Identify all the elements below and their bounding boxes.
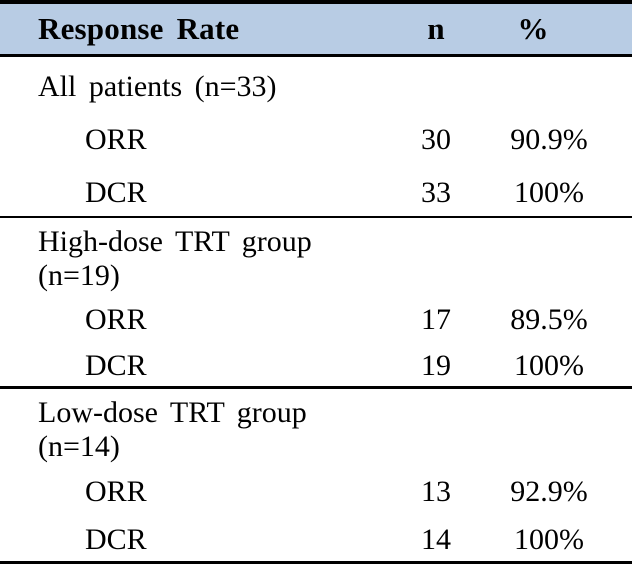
table-row: ORR 13 92.9% (0, 464, 632, 513)
row-label: DCR (85, 349, 147, 383)
section-all-patients: All patients (n=33) ORR 30 90.9% DCR 33 … (0, 57, 632, 218)
section-high-dose: High-dose TRT group (n=19) ORR 17 89.5% … (0, 218, 632, 389)
response-rate-table: Response Rate n % All patients (n=33) OR… (0, 0, 632, 564)
row-n-value: 33 (421, 176, 451, 209)
row-n-value: 19 (421, 349, 451, 383)
group-row: Low-dose TRT group (n=14) (0, 389, 632, 464)
row-pct-value: 100% (514, 523, 584, 557)
header-cell-n: n (427, 11, 445, 46)
table-row: DCR 14 100% (0, 513, 632, 562)
row-n-value: 30 (421, 123, 451, 156)
group-label: Low-dose TRT group (n=14) (38, 396, 307, 463)
row-pct-value: 90.9% (510, 123, 588, 156)
table-row: ORR 30 90.9% (0, 110, 632, 163)
row-pct-value: 100% (514, 349, 584, 383)
group-label: High-dose TRT group (n=19) (38, 225, 312, 292)
table-row: DCR 33 100% (0, 163, 632, 216)
header-cell-percent: % (517, 11, 549, 46)
row-n-value: 17 (421, 302, 451, 336)
row-pct-value: 89.5% (510, 302, 588, 336)
row-label: ORR (85, 474, 147, 508)
row-label: DCR (85, 176, 147, 209)
table-row: DCR 19 100% (0, 340, 632, 387)
row-n-value: 14 (421, 523, 451, 557)
row-label: ORR (85, 302, 147, 336)
header-cell-response-rate: Response Rate (38, 11, 240, 46)
row-label: DCR (85, 523, 147, 557)
group-row: High-dose TRT group (n=19) (0, 218, 632, 293)
table-row: ORR 17 89.5% (0, 293, 632, 340)
row-pct-value: 92.9% (510, 474, 588, 508)
group-label: All patients (n=33) (38, 70, 277, 103)
group-row: All patients (n=33) (0, 57, 632, 110)
row-pct-value: 100% (514, 176, 584, 209)
row-n-value: 13 (421, 474, 451, 508)
section-low-dose: Low-dose TRT group (n=14) ORR 13 92.9% D… (0, 389, 632, 564)
table-header-row: Response Rate n % (0, 0, 632, 57)
row-label: ORR (85, 123, 147, 156)
